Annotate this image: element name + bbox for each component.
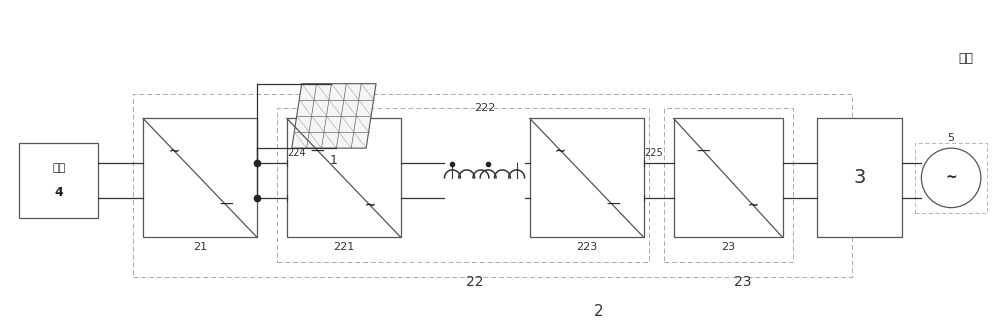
Bar xyxy=(287,118,401,237)
Text: 23: 23 xyxy=(734,275,752,289)
Bar xyxy=(277,109,649,262)
Text: ~: ~ xyxy=(748,199,759,212)
Bar xyxy=(674,118,783,237)
Bar xyxy=(530,118,644,237)
Text: 223: 223 xyxy=(576,242,597,252)
Text: 225: 225 xyxy=(644,148,663,158)
Text: 224: 224 xyxy=(287,148,305,158)
Bar xyxy=(664,109,793,262)
Text: 221: 221 xyxy=(333,242,354,252)
Text: —: — xyxy=(606,198,620,212)
Text: 4: 4 xyxy=(54,186,63,199)
Text: 电网: 电网 xyxy=(959,52,974,65)
Text: 5: 5 xyxy=(948,133,955,143)
Text: ~: ~ xyxy=(365,199,376,212)
Circle shape xyxy=(921,148,981,208)
Text: ~: ~ xyxy=(168,145,179,158)
Bar xyxy=(915,143,987,213)
Text: ~: ~ xyxy=(555,145,566,158)
Bar xyxy=(133,93,852,277)
Text: 3: 3 xyxy=(853,168,866,187)
Text: 21: 21 xyxy=(193,242,207,252)
Text: —: — xyxy=(696,145,710,159)
Text: ~: ~ xyxy=(945,171,957,185)
Text: 222: 222 xyxy=(474,103,496,113)
Text: 1: 1 xyxy=(330,154,338,167)
Text: —: — xyxy=(311,145,324,159)
Text: 负载: 负载 xyxy=(52,163,65,173)
Text: 22: 22 xyxy=(466,275,484,289)
Bar xyxy=(817,118,902,237)
Bar xyxy=(143,118,257,237)
Bar xyxy=(19,143,98,217)
Text: 23: 23 xyxy=(721,242,735,252)
Polygon shape xyxy=(292,84,376,148)
Text: 2: 2 xyxy=(594,304,604,319)
Text: —: — xyxy=(219,198,233,212)
